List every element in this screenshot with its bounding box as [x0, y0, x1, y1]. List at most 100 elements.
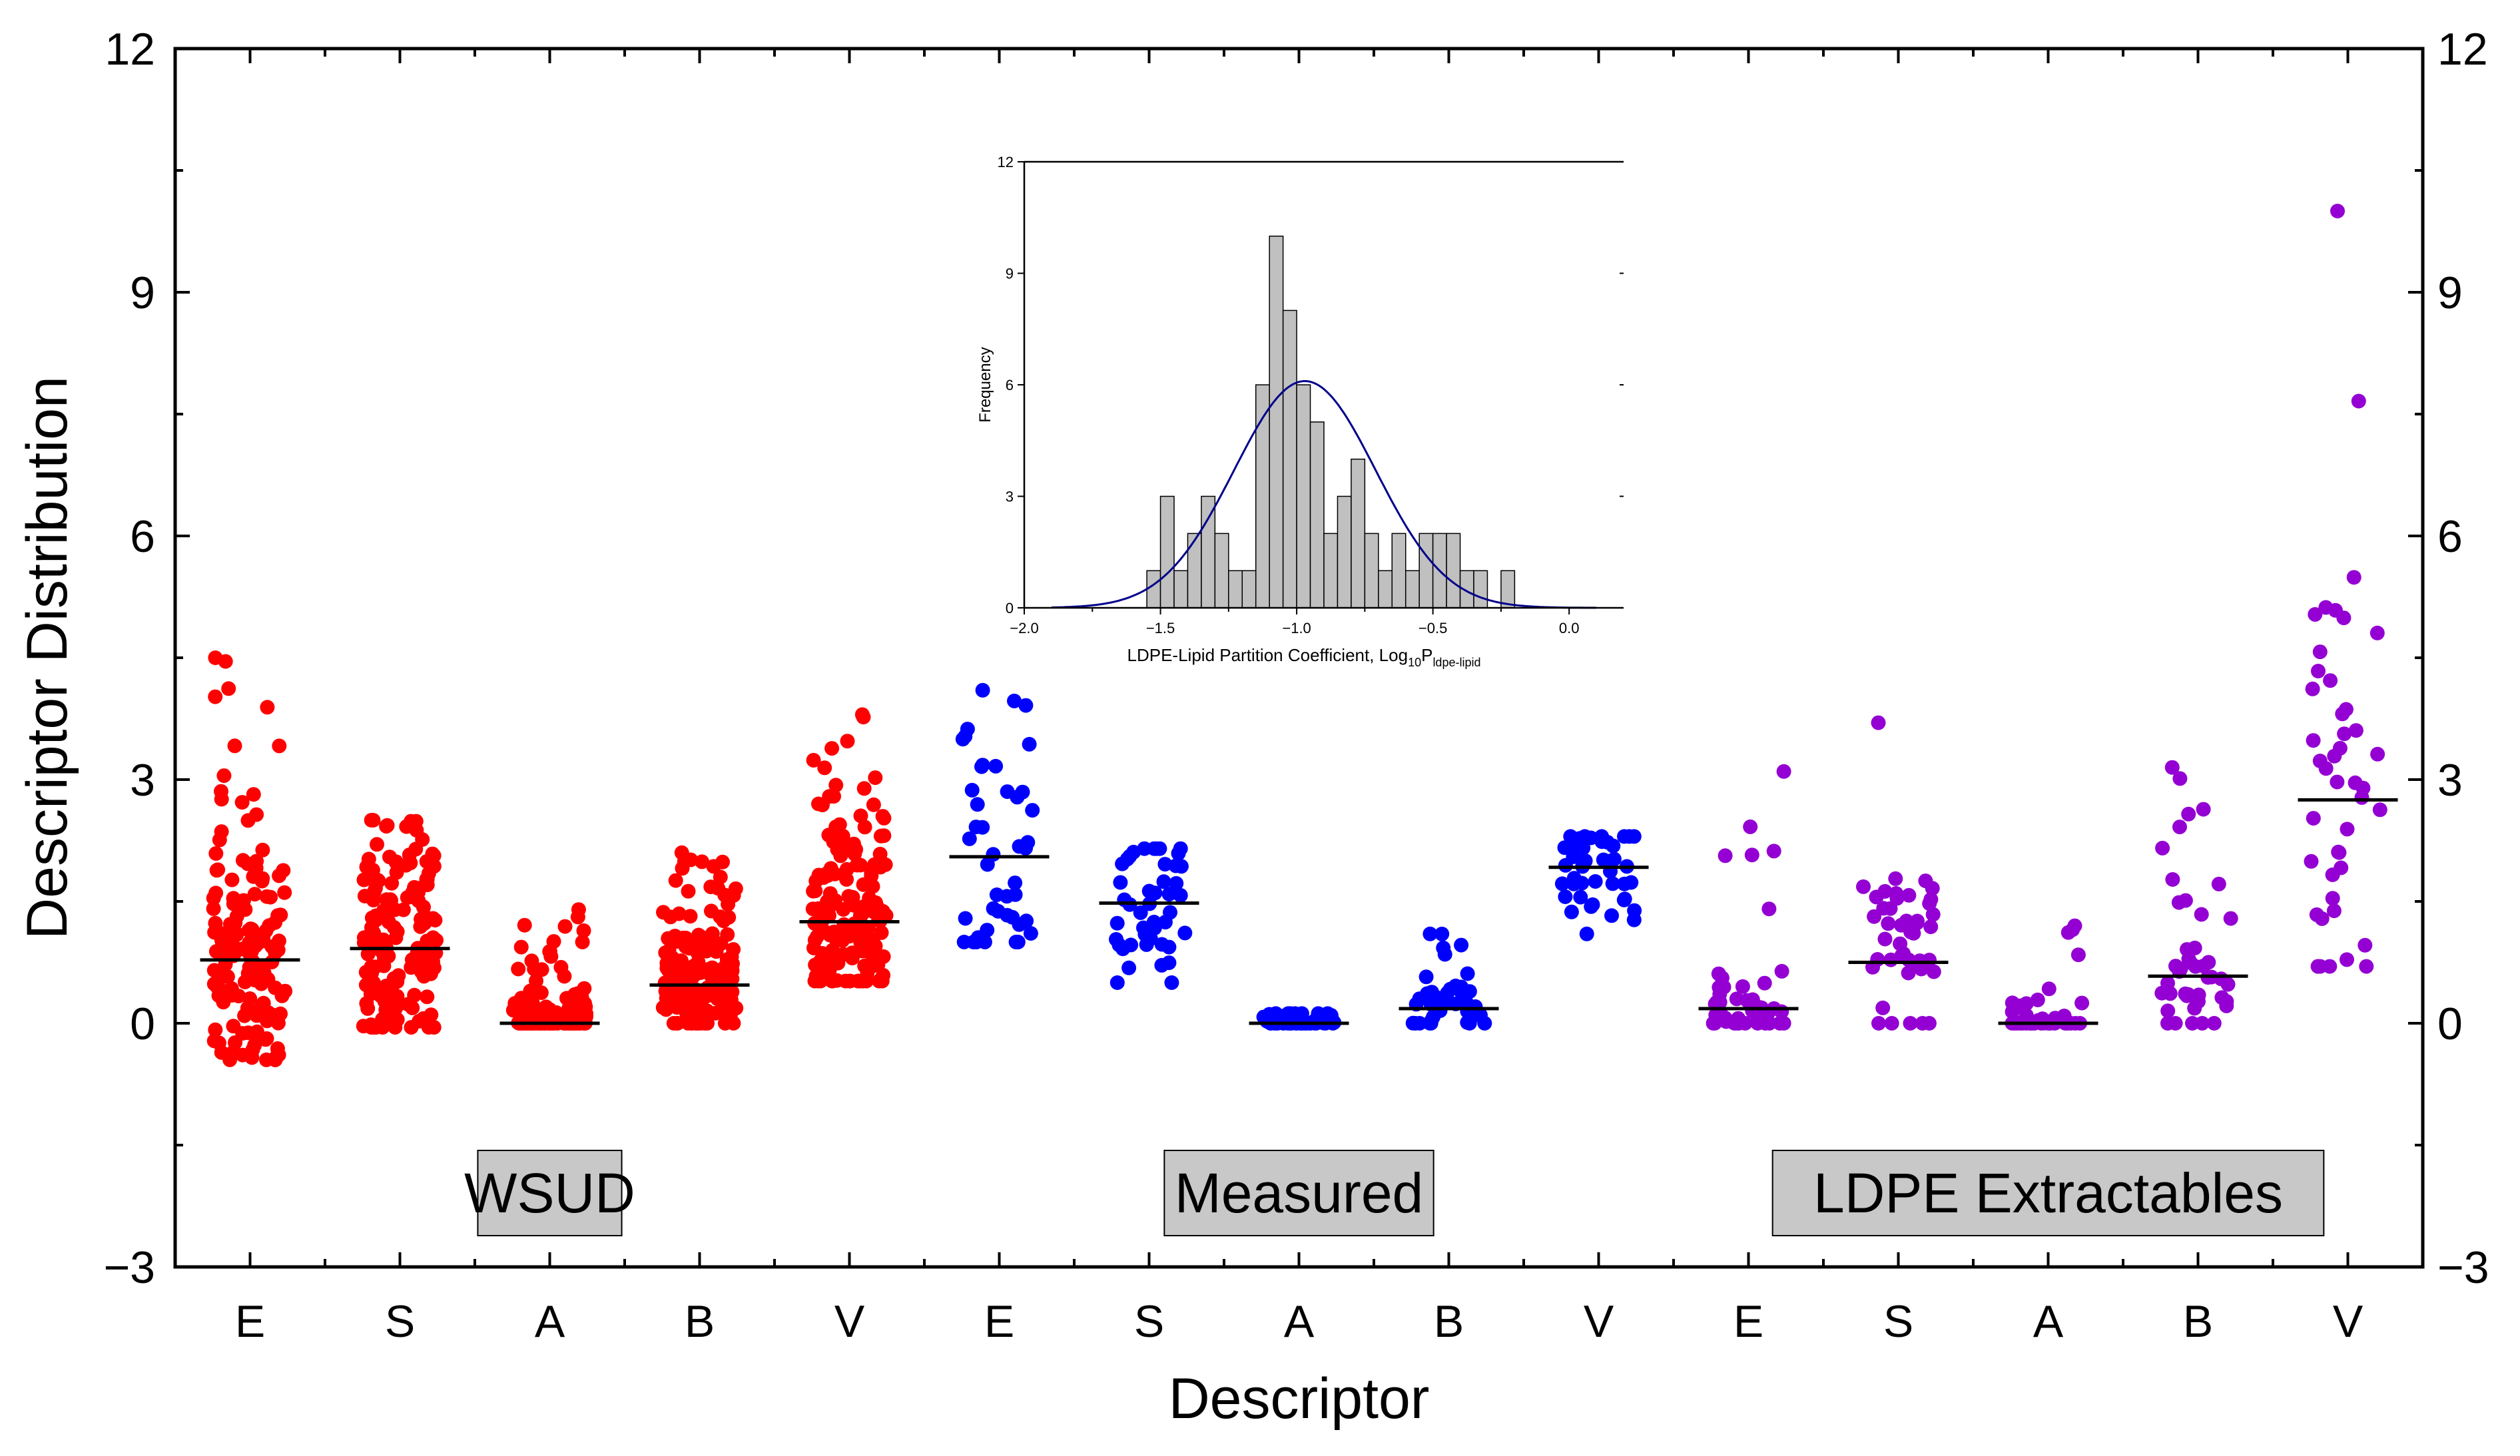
data-point: [268, 1050, 284, 1065]
data-point: [2351, 393, 2366, 409]
data-point: [835, 828, 850, 844]
data-point: [533, 985, 549, 1001]
data-point: [570, 909, 585, 925]
data-point: [262, 918, 277, 933]
data-point: [1259, 1013, 1275, 1029]
data-point: [208, 885, 224, 901]
data-point: [426, 911, 441, 926]
data-point: [234, 795, 250, 810]
data-point: [246, 787, 261, 802]
inset-y-tick-label: 6: [1006, 377, 1014, 393]
data-point: [878, 857, 893, 872]
data-point: [980, 857, 995, 872]
data-point: [2165, 872, 2180, 887]
group-label-background: [477, 1150, 623, 1236]
data-point: [1311, 1006, 1326, 1021]
data-point: [226, 891, 241, 906]
data-point: [272, 738, 287, 754]
data-point: [2304, 853, 2319, 869]
data-point: [1113, 875, 1128, 890]
x-tick-label: B: [685, 1296, 715, 1347]
data-point: [2194, 907, 2209, 922]
data-point: [2211, 876, 2226, 891]
data-point: [214, 1045, 229, 1060]
data-point: [384, 893, 398, 908]
data-point: [2340, 952, 2354, 967]
data-point: [713, 936, 729, 951]
data-point: [1173, 887, 1188, 903]
inset-histogram: 0 3 6 9 12 −2.0 −1.5 −1.0 −0.5 0.0 Frequency LDPE-L…: [976, 154, 1624, 669]
data-point: [404, 952, 420, 967]
data-point: [1757, 975, 1772, 991]
data-point: [857, 820, 872, 835]
data-point: [661, 931, 676, 946]
data-point: [719, 991, 734, 1006]
data-point: [1744, 848, 1759, 863]
data-point: [1626, 912, 1642, 927]
data-point: [2196, 802, 2211, 817]
x-tick-label: S: [385, 1296, 415, 1347]
y-tick-label-right: 0: [2437, 999, 2463, 1049]
inset-x-title-sub: 10: [1408, 656, 1421, 669]
data-point: [1903, 1016, 1918, 1031]
data-point: [824, 973, 840, 989]
histogram-bar: [1500, 570, 1516, 608]
data-point: [1743, 819, 1758, 834]
x-tick-label: B: [1434, 1296, 1464, 1347]
data-point: [2164, 760, 2180, 775]
data-point: [416, 899, 431, 915]
data-point: [1716, 979, 1732, 995]
data-point: [277, 885, 292, 900]
data-point: [690, 1016, 705, 1031]
data-point: [2172, 820, 2187, 835]
data-point: [228, 915, 243, 931]
data-point: [703, 879, 719, 895]
data-point: [876, 967, 891, 983]
data-point: [830, 842, 845, 857]
data-point: [390, 1012, 405, 1027]
histogram-bar: [1201, 495, 1216, 608]
histogram-bar: [1282, 310, 1297, 608]
group-label-background: [1771, 1150, 2325, 1236]
data-point: [728, 881, 743, 896]
data-point: [2160, 1016, 2175, 1031]
data-point: [705, 974, 721, 989]
y-tick-label-right: 3: [2437, 755, 2463, 806]
data-point: [2323, 673, 2338, 688]
data-point: [975, 682, 990, 698]
x-tick-label: A: [1284, 1296, 1315, 1347]
data-point: [214, 784, 228, 799]
data-point: [1877, 931, 1893, 947]
data-point: [247, 887, 262, 902]
data-point: [1018, 698, 1034, 713]
data-point: [876, 828, 892, 844]
data-point: [2074, 995, 2090, 1011]
data-point: [1460, 966, 1475, 981]
data-point: [681, 883, 696, 899]
data-point: [517, 917, 532, 933]
x-tick-label: V: [2333, 1296, 2363, 1347]
data-point: [2313, 959, 2328, 974]
data-point: [1422, 926, 1438, 941]
data-point: [669, 1000, 685, 1015]
data-point: [1877, 883, 1893, 899]
data-point: [968, 820, 984, 835]
data-point: [271, 933, 286, 949]
data-point: [2194, 1016, 2210, 1031]
data-point: [853, 973, 868, 989]
data-point: [2168, 959, 2183, 974]
data-point: [2206, 1016, 2222, 1031]
data-point: [813, 973, 828, 989]
data-point: [2070, 947, 2086, 963]
inset-x-title-main: LDPE-Lipid Partition Coefficient, Log: [1127, 645, 1409, 665]
data-point: [376, 932, 391, 947]
data-point: [240, 966, 256, 981]
x-tick-label: V: [834, 1296, 865, 1347]
data-point: [855, 905, 870, 921]
data-point: [409, 823, 424, 838]
data-point: [2311, 664, 2326, 678]
histogram-bar: [1378, 570, 1393, 608]
data-point: [1910, 913, 1925, 929]
histogram-bar: [1269, 235, 1284, 608]
data-point: [822, 927, 838, 943]
